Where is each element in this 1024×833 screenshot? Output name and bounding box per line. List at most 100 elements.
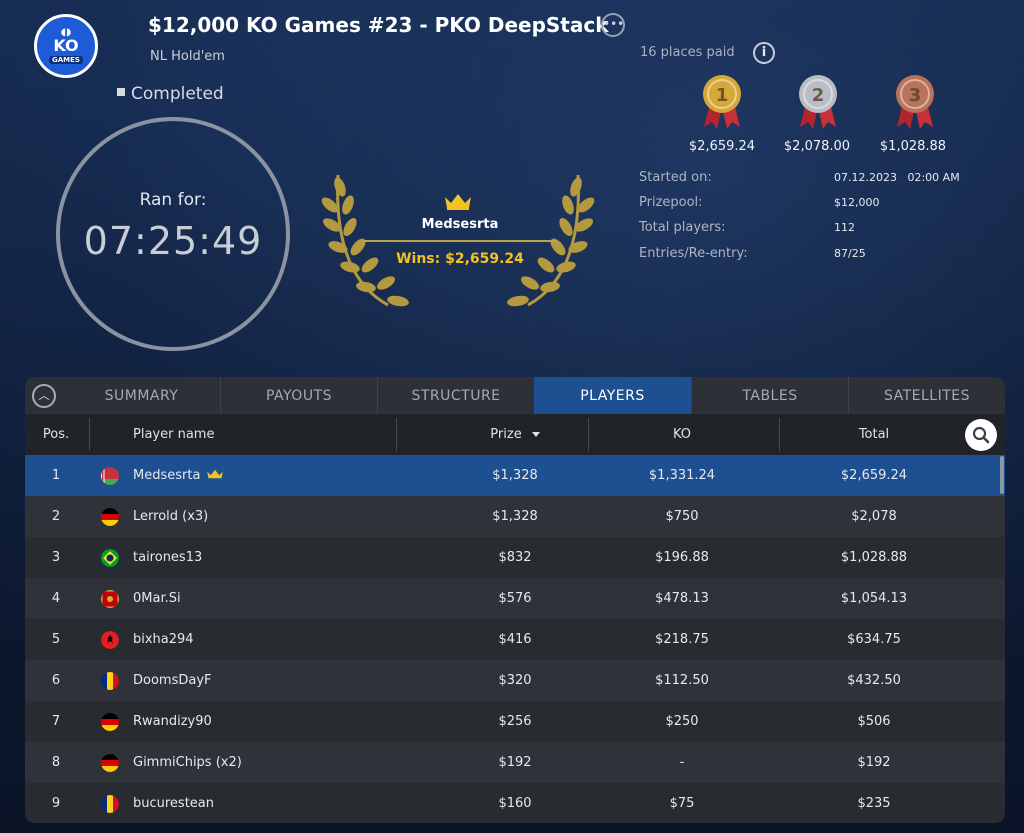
row-ko: $112.50 xyxy=(655,673,709,688)
table-row[interactable]: 7 Rwandizy90 $256 $250 $506 xyxy=(25,701,1005,742)
row-prize: $1,328 xyxy=(492,509,538,524)
status-text: Completed xyxy=(131,84,224,104)
laurel-wreath-icon xyxy=(321,174,595,307)
scrollbar[interactable] xyxy=(1000,456,1004,494)
row-ko: - xyxy=(679,755,685,770)
winner-name: Medsesrta xyxy=(421,217,499,232)
players-table-body: 1 Medsesrta $1,328 $1,331.24 $2,659.24 2 Lerro… xyxy=(25,455,1005,823)
column-total[interactable]: Total xyxy=(858,427,890,442)
tab-structure[interactable]: STRUCTURE xyxy=(377,377,534,414)
info-icon[interactable]: i xyxy=(753,42,775,64)
column-divider xyxy=(779,418,780,451)
table-row[interactable]: 9 bucurestean $160 $75 $235 xyxy=(25,783,1005,823)
row-position: 9 xyxy=(51,796,61,811)
column-player-name[interactable]: Player name xyxy=(133,427,215,442)
detail-value: 112 xyxy=(834,221,855,234)
medal-3-amount: $1,028.88 xyxy=(879,139,947,154)
table-row[interactable]: 3 tairones13 $832 $196.88 $1,028.88 xyxy=(25,537,1005,578)
row-ko: $75 xyxy=(669,796,695,811)
logo-subtext: GAMES xyxy=(49,56,83,64)
winner-amount: Wins: $2,659.24 xyxy=(396,251,524,267)
row-prize: $832 xyxy=(498,550,532,565)
player-name-text: DoomsDayF xyxy=(133,673,212,688)
detail-label: Entries/Re-entry: xyxy=(639,246,748,261)
medal-rank: 3 xyxy=(909,85,922,106)
brazil-flag-icon xyxy=(101,549,119,567)
ellipsis-icon[interactable]: ••• xyxy=(601,13,625,37)
row-position: 8 xyxy=(51,755,61,770)
row-player-name: GimmiChips (x2) xyxy=(133,742,242,783)
row-total: $506 xyxy=(857,714,891,729)
row-player-name: Lerrold (x3) xyxy=(133,496,208,537)
table-row[interactable]: 4 0Mar.Si $576 $478.13 $1,054.13 xyxy=(25,578,1005,619)
row-ko: $478.13 xyxy=(655,591,709,606)
tab-satellites[interactable]: SATELLITES xyxy=(848,377,1005,414)
row-ko: $218.75 xyxy=(655,632,709,647)
belarus-flag-icon xyxy=(101,467,119,485)
medal-rank: 1 xyxy=(716,85,729,106)
germany-flag-icon xyxy=(101,713,119,731)
medal-1-icon: 1 xyxy=(700,73,744,131)
column-divider xyxy=(396,418,397,451)
search-icon xyxy=(972,426,990,444)
column-prize-label: Prize xyxy=(490,427,522,442)
row-total: $1,054.13 xyxy=(840,591,908,606)
row-position: 1 xyxy=(51,468,61,483)
row-total: $1,028.88 xyxy=(840,550,908,565)
table-row[interactable]: 5 bixha294 $416 $218.75 $634.75 xyxy=(25,619,1005,660)
timer-value: 07:25:49 xyxy=(83,219,263,263)
row-prize: $320 xyxy=(498,673,532,688)
player-name-text: tairones13 xyxy=(133,550,203,565)
tab-summary[interactable]: SUMMARY xyxy=(104,387,179,404)
collapse-button[interactable]: ︿ xyxy=(25,377,63,414)
detail-label: Started on: xyxy=(639,170,712,185)
detail-value: 87/25 xyxy=(834,247,866,260)
row-position: 7 xyxy=(51,714,61,729)
medal-rank: 2 xyxy=(812,85,825,106)
row-total: $432.50 xyxy=(847,673,901,688)
player-name-text: Lerrold (x3) xyxy=(133,509,209,524)
search-button[interactable] xyxy=(965,419,997,451)
row-total: $2,659.24 xyxy=(840,468,908,483)
table-row[interactable]: 2 Lerrold (x3) $1,328 $750 $2,078 xyxy=(25,496,1005,537)
status-badge: Completed xyxy=(117,84,224,104)
row-prize: $416 xyxy=(498,632,532,647)
row-position: 4 xyxy=(51,591,61,606)
row-prize: $256 xyxy=(498,714,532,729)
tab-tables[interactable]: TABLES xyxy=(691,377,848,414)
timer-label: Ran for: xyxy=(139,190,207,210)
crown-icon xyxy=(206,468,224,483)
column-ko[interactable]: KO xyxy=(672,427,692,442)
row-player-name: tairones13 xyxy=(133,537,202,578)
detail-value: 07.12.2023 02:00 AM xyxy=(834,171,960,184)
row-ko: $196.88 xyxy=(655,550,709,565)
tab-bar: ︿ SUMMARY PAYOUTS STRUCTURE PLAYERS TABL… xyxy=(25,377,1005,414)
row-position: 2 xyxy=(51,509,61,524)
players-panel: ︿ SUMMARY PAYOUTS STRUCTURE PLAYERS TABL… xyxy=(25,377,1005,823)
column-pos[interactable]: Pos. xyxy=(42,427,70,442)
table-row[interactable]: 8 GimmiChips (x2) $192 - $192 xyxy=(25,742,1005,783)
row-prize: $576 xyxy=(498,591,532,606)
medal-1-amount: $2,659.24 xyxy=(688,139,756,154)
table-row[interactable]: 6 DoomsDayF $320 $112.50 $432.50 xyxy=(25,660,1005,701)
row-position: 6 xyxy=(51,673,61,688)
status-square-icon xyxy=(117,88,125,96)
game-type: NL Hold'em xyxy=(150,49,225,64)
column-divider xyxy=(89,418,90,451)
player-name-text: Medsesrta xyxy=(133,468,201,483)
column-prize[interactable]: Prize xyxy=(420,414,610,455)
tab-payouts[interactable]: PAYOUTS xyxy=(220,377,377,414)
winner-divider xyxy=(363,240,556,242)
column-divider xyxy=(588,418,589,451)
table-header: Pos. Player name Prize KO Total xyxy=(25,414,1005,455)
albania-flag-icon xyxy=(101,631,119,649)
ko-games-logo: ◖◗ KO GAMES xyxy=(34,14,98,78)
table-row[interactable]: 1 Medsesrta $1,328 $1,331.24 $2,659.24 xyxy=(25,455,1005,496)
row-ko: $250 xyxy=(665,714,699,729)
tab-players[interactable]: PLAYERS xyxy=(534,377,691,414)
row-total: $192 xyxy=(857,755,891,770)
detail-value: $12,000 xyxy=(834,196,880,209)
row-ko: $750 xyxy=(665,509,699,524)
germany-flag-icon xyxy=(101,508,119,526)
detail-label: Total players: xyxy=(639,220,726,235)
